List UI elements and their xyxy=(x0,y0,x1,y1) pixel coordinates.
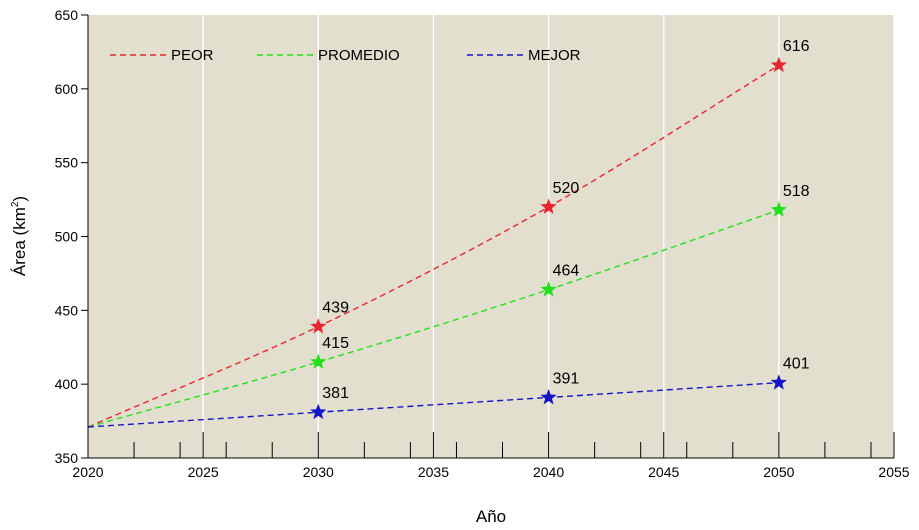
y-tick-label-650: 650 xyxy=(55,7,79,23)
marker-peor-2030 xyxy=(310,318,327,334)
grid-lines xyxy=(202,15,895,458)
legend-label-promedio: PROMEDIO xyxy=(318,47,400,64)
x-tick-label-2030: 2030 xyxy=(303,464,334,480)
y-tick-label-500: 500 xyxy=(55,229,79,245)
x-tick-label-2025: 2025 xyxy=(188,464,219,480)
marker-mejor-2040 xyxy=(540,388,557,405)
y-tick-label-550: 550 xyxy=(55,155,79,171)
data-label-promedio-2040: 464 xyxy=(553,263,580,280)
y-axis-title: Área (km2) xyxy=(10,196,29,276)
axes: 350 400 450 500 550 600 650 2020 2025 2030 2035 204… xyxy=(55,7,910,480)
x-tick-label-2035: 2035 xyxy=(418,464,449,480)
data-label-peor-2030: 439 xyxy=(322,300,349,317)
marker-peor-2050 xyxy=(770,56,787,73)
x-axis-title: Año xyxy=(476,507,506,526)
data-label-peor-2050: 616 xyxy=(783,38,810,55)
x-tick-label-2040: 2040 xyxy=(533,464,564,480)
x-tick-label-2055: 2055 xyxy=(878,464,909,480)
x-tick-label-2020: 2020 xyxy=(72,464,103,480)
legend-label-mejor: MEJOR xyxy=(528,47,581,64)
series-line-promedio xyxy=(87,209,780,428)
marker-promedio-2030 xyxy=(310,353,327,369)
legend: PEOR PROMEDIO MEJOR xyxy=(110,47,581,64)
y-axis-title-close: ) xyxy=(10,196,29,202)
x-tick-label-2045: 2045 xyxy=(648,464,679,480)
marker-mejor-2050 xyxy=(770,374,787,390)
data-markers: 439 520 616 415 464 518 381 391 401 xyxy=(310,38,810,420)
data-label-promedio-2050: 518 xyxy=(783,183,810,200)
marker-mejor-2030 xyxy=(310,403,327,420)
series-line-mejor xyxy=(87,381,779,428)
data-label-mejor-2040: 391 xyxy=(553,370,580,387)
y-axis-title-superscript: 2 xyxy=(10,201,21,207)
y-tick-label-400: 400 xyxy=(55,376,79,392)
y-axis-title-main: Área (km xyxy=(10,207,29,276)
marker-peor-2040 xyxy=(540,198,557,214)
y-tick-label-350: 350 xyxy=(55,450,79,466)
marker-promedio-2050 xyxy=(770,201,787,217)
marker-promedio-2040 xyxy=(540,281,557,297)
data-label-peor-2040: 520 xyxy=(553,180,580,197)
legend-label-peor: PEOR xyxy=(171,47,214,64)
y-tick-label-450: 450 xyxy=(55,302,79,318)
data-label-mejor-2050: 401 xyxy=(783,356,810,373)
plot-background xyxy=(88,15,894,458)
y-tick-label-600: 600 xyxy=(55,81,79,97)
data-label-promedio-2030: 415 xyxy=(322,335,349,352)
series-line-peor xyxy=(87,64,780,428)
data-label-mejor-2030: 381 xyxy=(322,385,349,402)
x-tick-label-2050: 2050 xyxy=(763,464,794,480)
series-lines xyxy=(87,64,780,428)
